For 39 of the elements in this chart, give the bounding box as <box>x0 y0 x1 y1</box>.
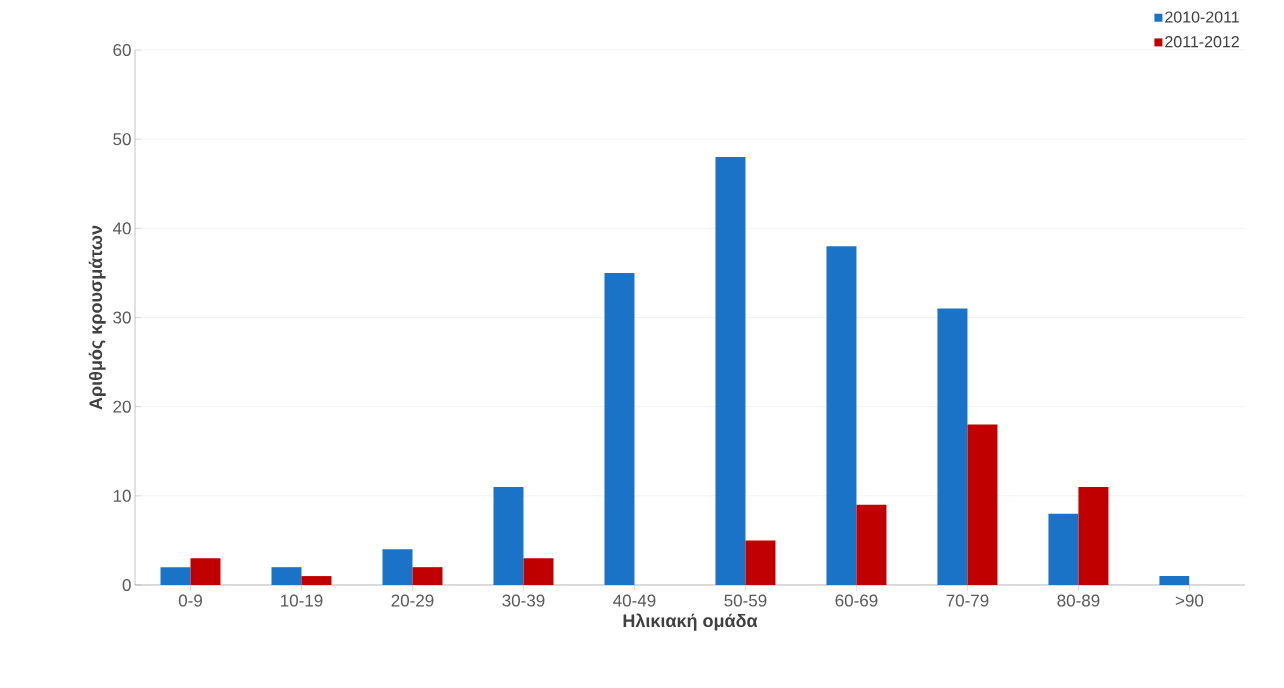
bar <box>523 558 554 585</box>
y-tick-label: 40 <box>112 222 131 235</box>
bar <box>856 504 887 585</box>
bar <box>937 308 968 585</box>
x-tick-label: 80-89 <box>1057 594 1100 607</box>
bar <box>301 576 332 585</box>
bar <box>967 424 998 585</box>
x-axis-title: Ηλικιακή ομάδα <box>623 613 758 631</box>
bar <box>1048 513 1079 585</box>
y-tick-label: 60 <box>113 43 131 57</box>
x-tick-label: 10-19 <box>281 594 323 607</box>
y-tick-label: 30 <box>113 311 131 324</box>
bar <box>1159 576 1190 585</box>
x-tick-label: 30-39 <box>502 594 545 607</box>
legend-label: 2011-2012 <box>1165 36 1239 48</box>
bar <box>826 246 857 585</box>
bar <box>190 558 221 585</box>
bar <box>160 567 191 585</box>
y-tick-label: 20 <box>113 400 131 413</box>
bar <box>382 549 413 585</box>
y-axis-title: Αριθμός κρουσμάτων <box>88 225 106 410</box>
legend-label: 2010-2011 <box>1165 11 1239 23</box>
x-tick-label: >90 <box>1175 594 1204 607</box>
bar <box>493 486 524 585</box>
x-tick-label: 50-59 <box>724 594 767 607</box>
bar <box>604 272 635 585</box>
bar <box>715 157 746 585</box>
bar <box>271 567 302 585</box>
y-tick-label: 50 <box>113 133 131 146</box>
x-tick-label: 70-79 <box>946 594 989 607</box>
bar <box>745 540 776 585</box>
x-tick-label: 0-9 <box>178 594 202 607</box>
y-tick-label: 10 <box>113 489 131 502</box>
x-tick-label: 20-29 <box>391 594 434 607</box>
y-tick-label: 0 <box>122 578 131 592</box>
x-tick-label: 60-69 <box>835 594 878 607</box>
bar <box>412 567 443 585</box>
bar <box>1078 486 1109 585</box>
x-tick-label: 40-49 <box>613 594 656 607</box>
